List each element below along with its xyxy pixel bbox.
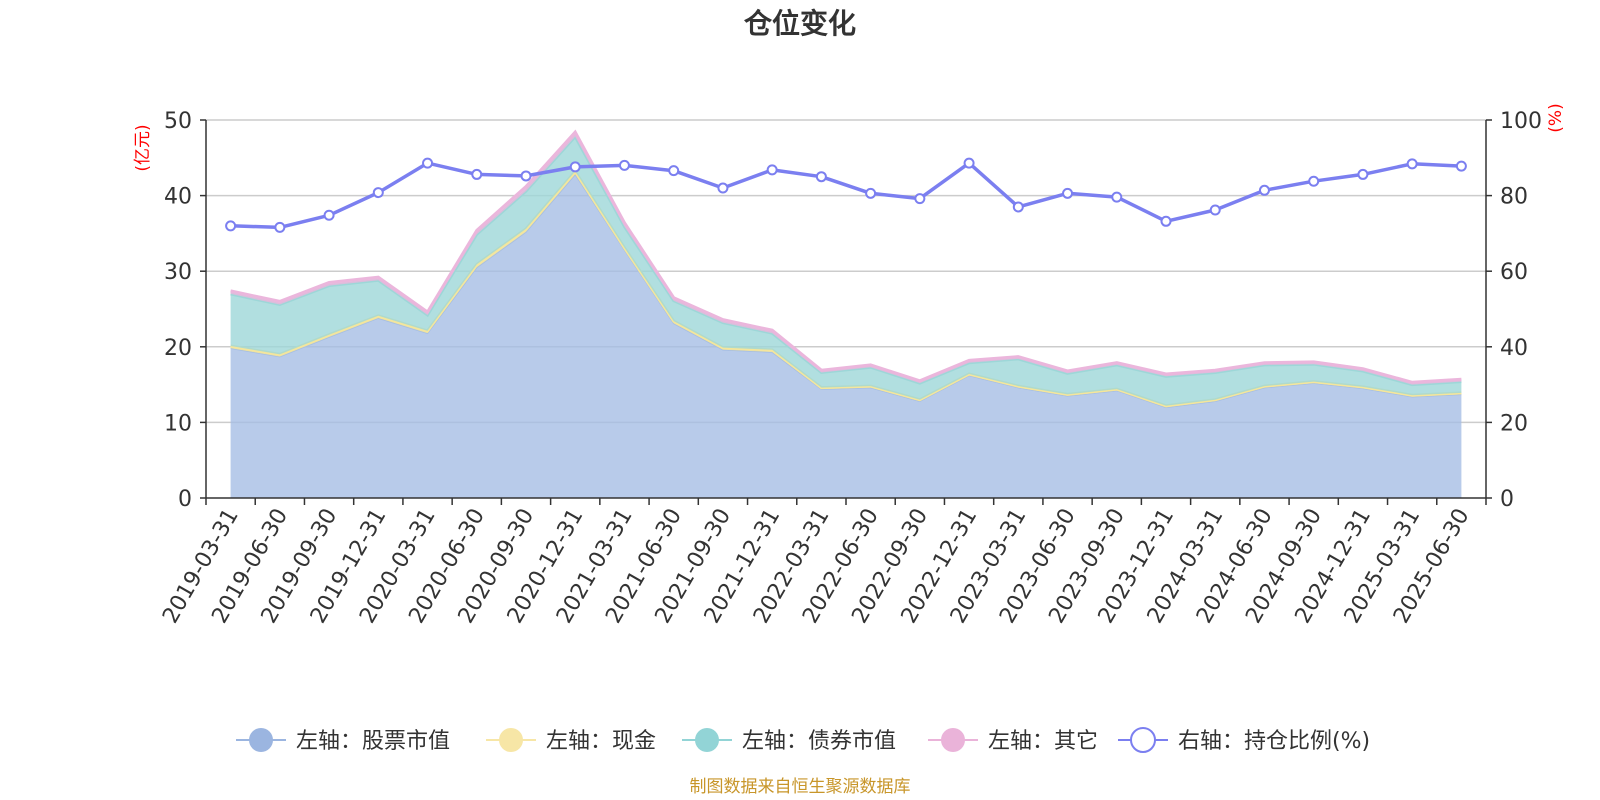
ratio-point xyxy=(1308,175,1320,187)
ratio-line xyxy=(230,161,1462,230)
ratio-point xyxy=(1160,215,1172,227)
right-tick-label: 0 xyxy=(1500,487,1514,512)
left-tick-label: 10 xyxy=(164,411,192,436)
ratio-point xyxy=(1111,191,1123,203)
ratio-point xyxy=(815,171,827,183)
ratio-point xyxy=(717,182,729,194)
legend-item-3[interactable]: 左轴：其它 xyxy=(928,728,1098,754)
legend-marker xyxy=(695,728,719,752)
data-source-footer: 制图数据来自恒生聚源数据库 xyxy=(690,777,911,797)
legend: 左轴：股票市值 左轴：现金 左轴：债券市值 左轴：其它 右轴：持仓比例(%) xyxy=(236,727,1370,754)
ratio-point xyxy=(1357,168,1369,180)
right-axis-unit: (%) xyxy=(1546,103,1566,132)
legend-marker xyxy=(1130,727,1156,753)
right-tick-label: 20 xyxy=(1500,411,1528,436)
left-tick-label: 50 xyxy=(164,109,192,134)
ratio-point xyxy=(1455,160,1467,172)
legend-marker xyxy=(941,728,965,752)
ratio-point xyxy=(1258,184,1270,196)
right-tick-label: 100 xyxy=(1500,109,1542,134)
legend-label: 左轴：其它 xyxy=(988,729,1098,754)
legend-item-0[interactable]: 左轴：股票市值 xyxy=(236,728,450,754)
ratio-point xyxy=(520,170,532,182)
legend-marker xyxy=(499,728,523,752)
legend-label: 左轴：股票市值 xyxy=(296,729,450,754)
ratio-point xyxy=(1406,158,1418,170)
right-tick-label: 60 xyxy=(1500,260,1528,285)
area-0 xyxy=(230,174,1462,498)
ratio-point xyxy=(225,220,237,232)
legend-item-4[interactable]: 右轴：持仓比例(%) xyxy=(1118,727,1370,754)
ratio-point xyxy=(618,159,630,171)
ratio-point xyxy=(865,187,877,199)
area-line-3 xyxy=(230,129,1462,384)
legend-item-1[interactable]: 左轴：现金 xyxy=(486,728,656,754)
left-tick-label: 40 xyxy=(164,185,192,210)
right-tick-label: 80 xyxy=(1500,185,1528,210)
ratio-point xyxy=(1012,201,1024,213)
ratio-point xyxy=(569,161,581,173)
ratio-point xyxy=(1062,187,1074,199)
chart-title: 仓位变化 xyxy=(744,7,856,40)
ratio-series xyxy=(225,157,1467,233)
ratio-point xyxy=(914,193,926,205)
area-2 xyxy=(230,136,1462,406)
legend-label: 左轴：现金 xyxy=(546,729,656,754)
left-tick-label: 20 xyxy=(164,336,192,361)
legend-label: 右轴：持仓比例(%) xyxy=(1178,729,1370,754)
left-axis-unit: (亿元) xyxy=(133,124,153,171)
ratio-point xyxy=(422,157,434,169)
right-tick-label: 40 xyxy=(1500,336,1528,361)
ratio-point xyxy=(372,187,384,199)
ratio-point xyxy=(1209,204,1221,216)
ratio-point xyxy=(668,165,680,177)
legend-item-2[interactable]: 左轴：债券市值 xyxy=(682,728,896,754)
left-tick-label: 30 xyxy=(164,260,192,285)
ratio-point xyxy=(471,168,483,180)
legend-marker xyxy=(249,728,273,752)
area-series xyxy=(230,129,1462,498)
ratio-point xyxy=(963,157,975,169)
legend-label: 左轴：债券市值 xyxy=(742,729,896,754)
ratio-point xyxy=(323,209,335,221)
ratio-point xyxy=(274,221,286,233)
ratio-point xyxy=(766,164,778,176)
left-tick-label: 0 xyxy=(178,487,192,512)
